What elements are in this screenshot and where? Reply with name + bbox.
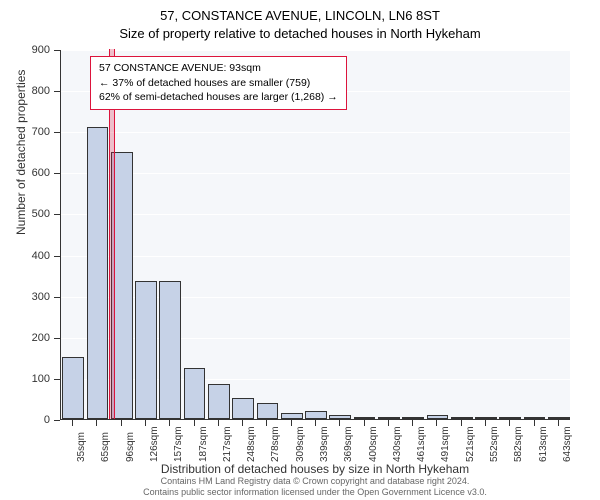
y-tick <box>54 50 60 51</box>
x-tick-label: 187sqm <box>198 426 209 462</box>
y-tick-label: 700 <box>0 126 50 138</box>
x-tick <box>121 420 122 426</box>
y-tick-label: 200 <box>0 332 50 344</box>
y-tick <box>54 338 60 339</box>
y-tick-label: 0 <box>0 414 50 426</box>
info-line3: 62% of semi-detached houses are larger (… <box>99 90 338 105</box>
x-tick-label: 400sqm <box>368 426 379 462</box>
x-tick-label: 369sqm <box>343 426 354 462</box>
histogram-bar <box>329 415 351 419</box>
x-tick-label: 491sqm <box>440 426 451 462</box>
y-tick <box>54 132 60 133</box>
x-tick <box>461 420 462 426</box>
title-main: 57, CONSTANCE AVENUE, LINCOLN, LN6 8ST <box>0 8 600 23</box>
histogram-bar <box>232 398 254 419</box>
x-tick-label: 126sqm <box>149 426 160 462</box>
x-tick-label: 552sqm <box>489 426 500 462</box>
y-tick-label: 100 <box>0 373 50 385</box>
footer-line1: Contains HM Land Registry data © Crown c… <box>60 476 570 487</box>
y-tick <box>54 297 60 298</box>
x-tick <box>315 420 316 426</box>
histogram-bar <box>208 384 230 419</box>
footer: Contains HM Land Registry data © Crown c… <box>60 476 570 498</box>
x-axis-title: Distribution of detached houses by size … <box>60 462 570 476</box>
x-tick <box>436 420 437 426</box>
x-tick <box>218 420 219 426</box>
x-tick <box>485 420 486 426</box>
gridline <box>61 214 570 215</box>
x-tick <box>558 420 559 426</box>
x-tick <box>364 420 365 426</box>
x-tick-label: 521sqm <box>465 426 476 462</box>
chart-container: 57, CONSTANCE AVENUE, LINCOLN, LN6 8ST S… <box>0 0 600 500</box>
histogram-bar <box>402 417 424 419</box>
histogram-bar <box>475 417 497 419</box>
x-tick-label: 248sqm <box>246 426 257 462</box>
gridline <box>61 256 570 257</box>
histogram-bar <box>378 417 400 419</box>
x-tick-label: 309sqm <box>295 426 306 462</box>
x-tick <box>388 420 389 426</box>
x-tick-label: 613sqm <box>538 426 549 462</box>
histogram-bar <box>499 417 521 419</box>
histogram-bar <box>451 417 473 419</box>
y-tick <box>54 173 60 174</box>
x-tick-label: 582sqm <box>513 426 524 462</box>
histogram-bar <box>62 357 84 419</box>
x-tick-label: 65sqm <box>100 432 111 462</box>
histogram-bar <box>548 417 570 419</box>
x-tick-label: 96sqm <box>125 432 136 462</box>
gridline <box>61 173 570 174</box>
info-line1: 57 CONSTANCE AVENUE: 93sqm <box>99 61 338 76</box>
y-tick-label: 600 <box>0 167 50 179</box>
y-tick-label: 500 <box>0 208 50 220</box>
x-tick-label: 35sqm <box>76 432 87 462</box>
x-tick-label: 461sqm <box>416 426 427 462</box>
gridline <box>61 50 570 51</box>
histogram-bar <box>281 413 303 419</box>
x-tick <box>242 420 243 426</box>
y-tick-label: 300 <box>0 291 50 303</box>
histogram-bar <box>427 415 449 419</box>
x-tick-label: 339sqm <box>319 426 330 462</box>
y-tick <box>54 214 60 215</box>
gridline <box>61 132 570 133</box>
y-tick-label: 800 <box>0 85 50 97</box>
histogram-bar <box>305 411 327 419</box>
y-tick <box>54 420 60 421</box>
x-tick <box>291 420 292 426</box>
info-line2: ← 37% of detached houses are smaller (75… <box>99 76 338 91</box>
x-tick <box>145 420 146 426</box>
histogram-bar <box>524 417 546 419</box>
y-tick-label: 400 <box>0 250 50 262</box>
x-tick-label: 643sqm <box>562 426 573 462</box>
histogram-bar <box>87 127 109 419</box>
histogram-bar <box>354 417 376 419</box>
histogram-bar <box>135 281 157 419</box>
footer-line2: Contains public sector information licen… <box>60 487 570 498</box>
y-tick <box>54 379 60 380</box>
x-tick <box>509 420 510 426</box>
y-tick <box>54 91 60 92</box>
x-tick <box>412 420 413 426</box>
title-sub: Size of property relative to detached ho… <box>0 26 600 41</box>
x-tick <box>96 420 97 426</box>
x-tick <box>169 420 170 426</box>
histogram-bar <box>257 403 279 419</box>
x-tick <box>72 420 73 426</box>
x-tick <box>266 420 267 426</box>
x-tick <box>339 420 340 426</box>
histogram-bar <box>184 368 206 419</box>
info-box: 57 CONSTANCE AVENUE: 93sqm ← 37% of deta… <box>90 56 347 110</box>
x-tick-label: 157sqm <box>173 426 184 462</box>
y-tick <box>54 256 60 257</box>
x-tick <box>194 420 195 426</box>
x-tick-label: 217sqm <box>222 426 233 462</box>
x-tick-label: 430sqm <box>392 426 403 462</box>
x-tick-label: 278sqm <box>270 426 281 462</box>
x-tick <box>534 420 535 426</box>
histogram-bar <box>159 281 181 419</box>
y-tick-label: 900 <box>0 44 50 56</box>
